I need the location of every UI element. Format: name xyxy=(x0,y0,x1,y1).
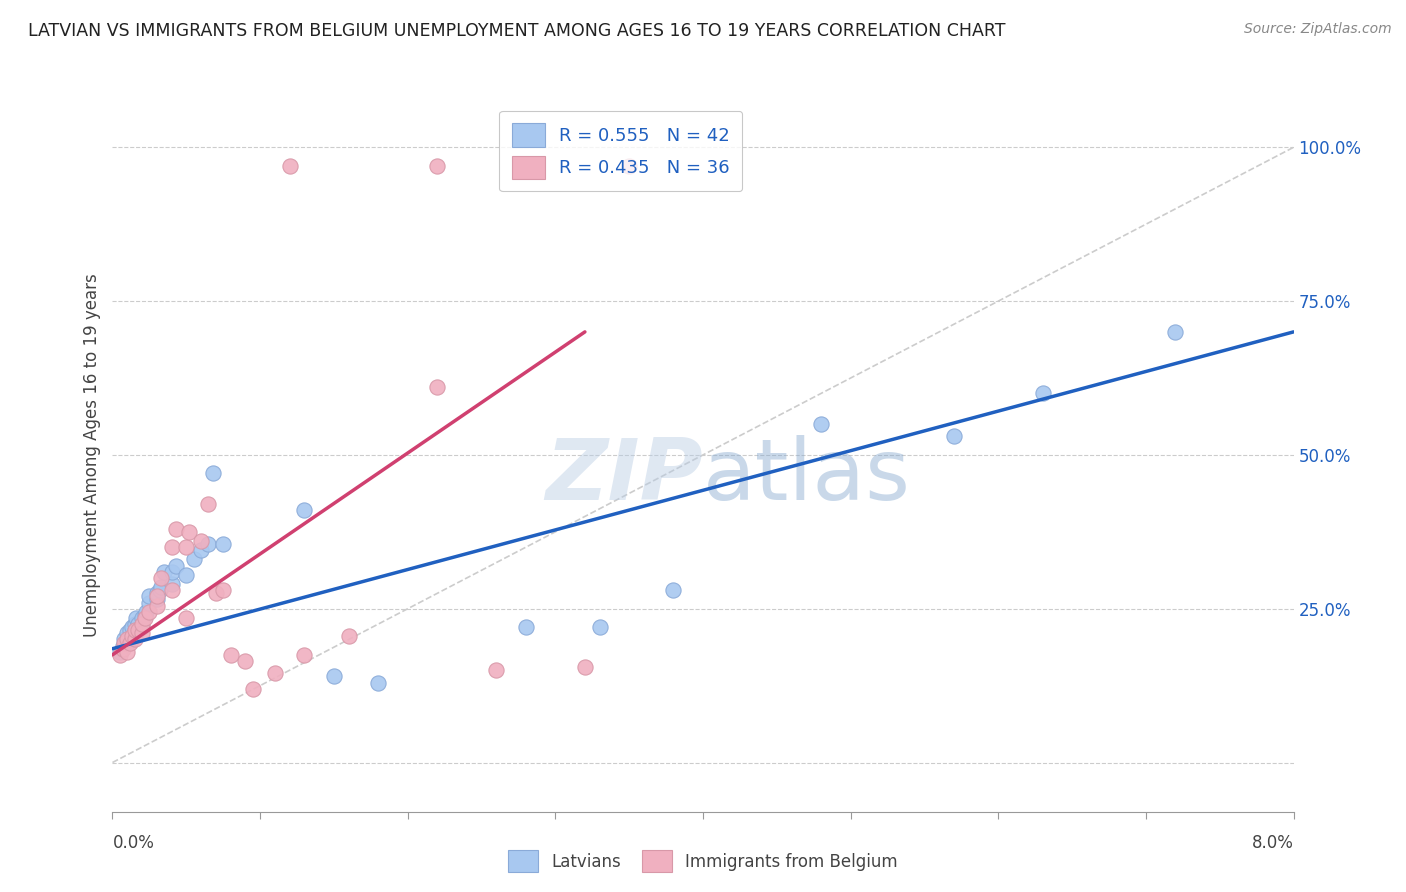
Point xyxy=(131,620,153,634)
Point xyxy=(124,624,146,638)
Point xyxy=(426,380,449,394)
Point xyxy=(111,639,134,653)
Point xyxy=(112,632,135,647)
Point xyxy=(153,565,176,579)
Point xyxy=(135,605,157,619)
Point xyxy=(190,534,212,549)
Point xyxy=(150,580,173,594)
Point xyxy=(124,617,146,632)
Point xyxy=(233,654,256,668)
Point xyxy=(112,635,135,649)
Point xyxy=(165,558,187,573)
Text: 8.0%: 8.0% xyxy=(1251,834,1294,852)
Point xyxy=(1164,325,1187,339)
Point xyxy=(134,611,156,625)
Point xyxy=(150,571,173,585)
Point xyxy=(117,635,138,649)
Point xyxy=(515,620,537,634)
Point xyxy=(160,540,183,554)
Point xyxy=(337,629,360,643)
Point xyxy=(367,675,389,690)
Text: LATVIAN VS IMMIGRANTS FROM BELGIUM UNEMPLOYMENT AMONG AGES 16 TO 19 YEARS CORREL: LATVIAN VS IMMIGRANTS FROM BELGIUM UNEMP… xyxy=(28,22,1005,40)
Point xyxy=(242,681,264,696)
Point xyxy=(278,159,301,173)
Point xyxy=(179,524,201,539)
Point xyxy=(127,617,149,632)
Point xyxy=(108,645,131,659)
Point xyxy=(117,626,138,640)
Legend: Latvians, Immigrants from Belgium: Latvians, Immigrants from Belgium xyxy=(499,840,907,882)
Text: 0.0%: 0.0% xyxy=(112,834,155,852)
Point xyxy=(121,629,143,643)
Point xyxy=(165,522,187,536)
Point xyxy=(120,624,142,638)
Point xyxy=(131,626,153,640)
Point xyxy=(574,660,596,674)
Text: atlas: atlas xyxy=(703,434,911,518)
Point xyxy=(174,611,197,625)
Point xyxy=(1032,386,1054,401)
Point xyxy=(190,543,212,558)
Point xyxy=(588,620,610,634)
Point xyxy=(117,632,138,647)
Point xyxy=(117,645,138,659)
Point xyxy=(212,537,235,551)
Point xyxy=(219,648,242,662)
Point xyxy=(485,663,508,677)
Point xyxy=(197,537,219,551)
Point xyxy=(146,592,169,607)
Y-axis label: Unemployment Among Ages 16 to 19 years: Unemployment Among Ages 16 to 19 years xyxy=(83,273,101,637)
Point xyxy=(292,648,315,662)
Point xyxy=(160,583,183,598)
Point xyxy=(124,624,146,638)
Point xyxy=(138,590,160,604)
Point xyxy=(160,577,183,591)
Point xyxy=(201,467,224,481)
Point xyxy=(146,586,169,600)
Point xyxy=(149,583,172,598)
Point xyxy=(264,666,287,681)
Point xyxy=(810,417,832,432)
Point xyxy=(134,607,156,622)
Point xyxy=(174,567,197,582)
Point xyxy=(662,583,685,598)
Point xyxy=(125,611,148,625)
Point xyxy=(138,605,160,619)
Point xyxy=(212,583,235,598)
Point xyxy=(131,611,153,625)
Point xyxy=(197,497,219,511)
Point xyxy=(183,552,205,566)
Point xyxy=(124,632,146,647)
Point xyxy=(120,632,142,647)
Point xyxy=(146,599,169,613)
Point xyxy=(138,596,160,610)
Point xyxy=(174,540,197,554)
Point xyxy=(323,669,346,683)
Text: Source: ZipAtlas.com: Source: ZipAtlas.com xyxy=(1244,22,1392,37)
Point xyxy=(942,429,965,443)
Point xyxy=(120,635,142,649)
Point xyxy=(619,159,641,173)
Point xyxy=(292,503,315,517)
Point xyxy=(111,641,134,656)
Point xyxy=(131,617,153,632)
Point xyxy=(146,590,169,604)
Point xyxy=(160,565,183,579)
Point xyxy=(426,159,449,173)
Point xyxy=(108,648,131,662)
Text: ZIP: ZIP xyxy=(546,434,703,518)
Point xyxy=(121,620,143,634)
Point xyxy=(205,586,228,600)
Point xyxy=(127,624,149,638)
